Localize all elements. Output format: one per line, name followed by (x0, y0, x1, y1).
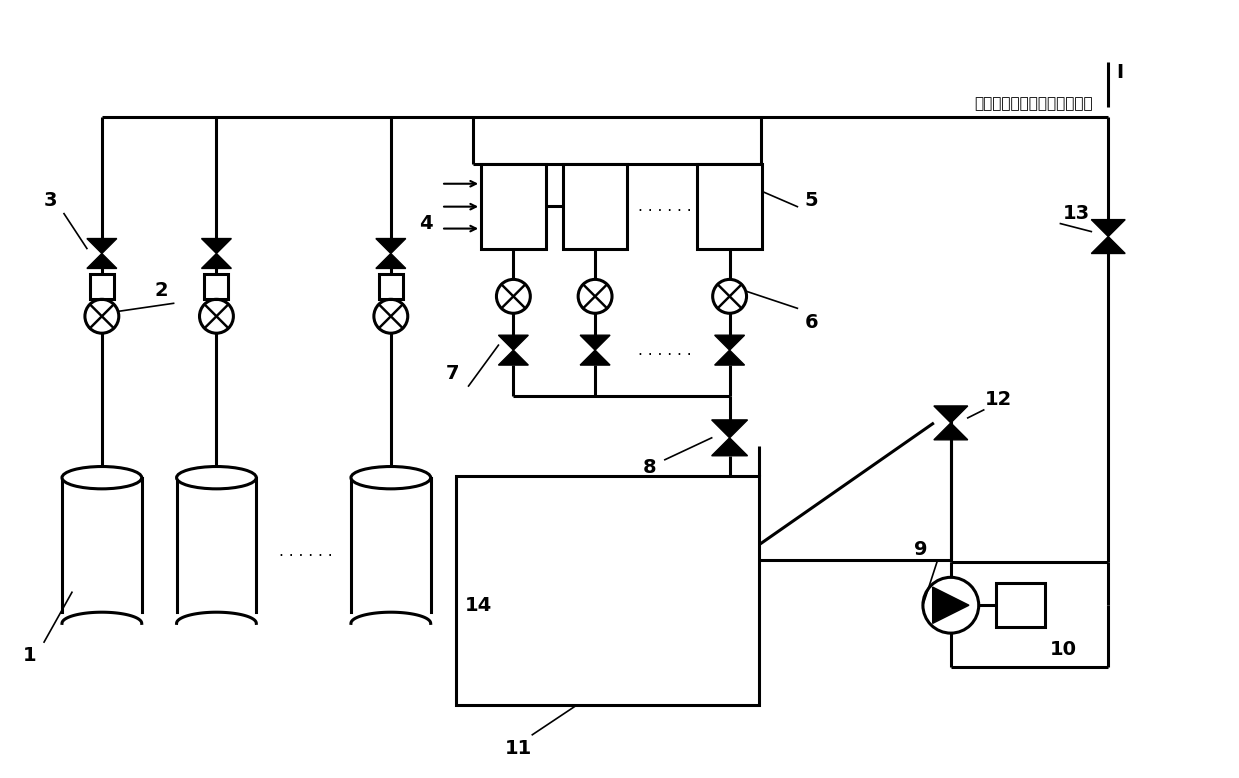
Text: 1: 1 (24, 646, 37, 664)
Polygon shape (711, 420, 747, 438)
Polygon shape (580, 350, 610, 365)
Ellipse shape (62, 467, 141, 489)
Polygon shape (934, 423, 968, 440)
Bar (379, 275, 403, 300)
Text: . . . . . .: . . . . . . (279, 544, 333, 559)
Bar (481, 164, 545, 248)
Polygon shape (715, 350, 745, 365)
Bar (563, 164, 627, 248)
Text: 5: 5 (804, 191, 818, 210)
Polygon shape (202, 239, 232, 254)
Ellipse shape (351, 467, 431, 489)
Bar (90, 275, 114, 300)
Text: 8: 8 (643, 458, 657, 477)
Text: 4: 4 (419, 214, 432, 233)
Polygon shape (498, 335, 528, 350)
Text: 10: 10 (1049, 640, 1077, 658)
Text: 9: 9 (914, 540, 928, 559)
Bar (456, 475, 760, 705)
Bar (698, 164, 762, 248)
Text: . . . . . .: . . . . . . (638, 198, 691, 214)
Polygon shape (87, 254, 116, 268)
Polygon shape (934, 406, 968, 423)
Polygon shape (711, 438, 747, 456)
Polygon shape (375, 239, 405, 254)
Text: 11: 11 (504, 739, 532, 759)
Text: 6: 6 (804, 313, 818, 331)
Polygon shape (580, 335, 610, 350)
Polygon shape (933, 587, 969, 623)
Text: . . . . . .: . . . . . . (638, 342, 691, 358)
Text: I: I (1116, 63, 1124, 82)
Bar (204, 275, 228, 300)
Polygon shape (1092, 237, 1125, 254)
Polygon shape (715, 335, 745, 350)
Text: 2: 2 (155, 281, 169, 300)
Text: 12: 12 (985, 391, 1012, 409)
Text: 13: 13 (1063, 204, 1090, 223)
Ellipse shape (177, 467, 256, 489)
Polygon shape (375, 254, 405, 268)
Text: 7: 7 (446, 363, 460, 383)
Text: 14: 14 (465, 596, 492, 615)
Text: 3: 3 (43, 191, 57, 210)
Polygon shape (1092, 219, 1125, 237)
Text: 互联机、零部件缓冲抄光设备: 互联机、零部件缓冲抄光设备 (974, 96, 1093, 111)
Polygon shape (498, 350, 528, 365)
Bar (996, 584, 1046, 627)
Polygon shape (202, 254, 232, 268)
Polygon shape (87, 239, 116, 254)
